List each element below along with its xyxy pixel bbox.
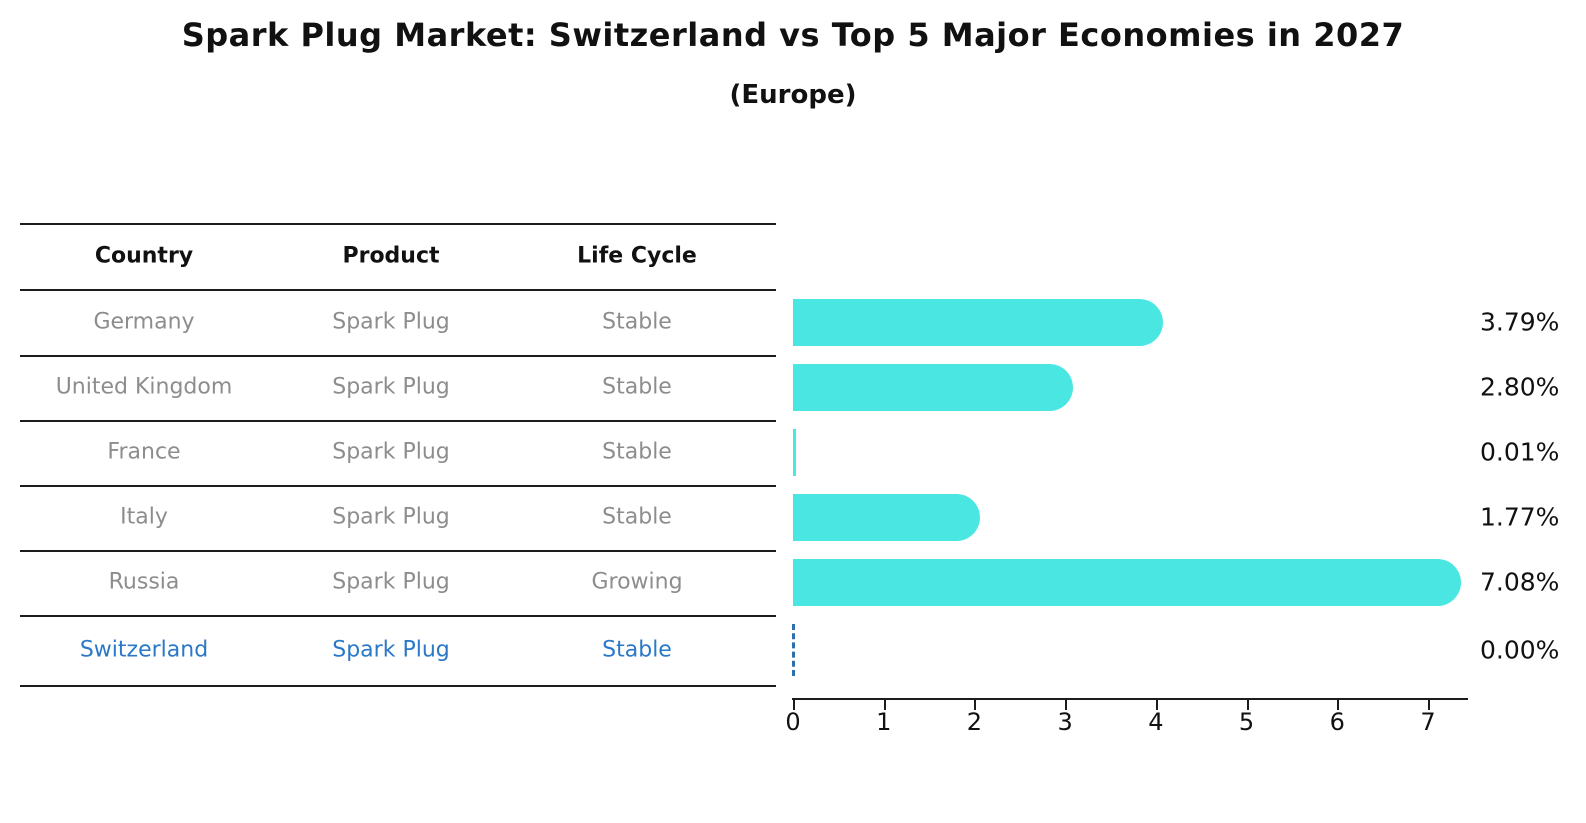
table-rule [20,485,776,487]
cell-product: Spark Plug [332,637,450,663]
x-tick-mark [1246,700,1249,710]
value-label: 2.80% [1480,372,1560,402]
x-tick-mark [974,700,977,710]
column-header-product: Product [342,243,440,269]
x-tick-label: 7 [1420,708,1436,736]
value-label: 1.77% [1480,502,1560,532]
x-tick-label: 3 [1057,708,1073,736]
switzerland-zero-marker [792,624,795,676]
bar [793,493,980,541]
x-tick-label: 2 [966,708,983,736]
table-rule [20,550,776,552]
table-rule [20,685,776,687]
cell-country: Germany [93,309,195,335]
cell-product: Spark Plug [332,569,450,595]
cell-product: Spark Plug [332,309,450,335]
x-tick-label: 4 [1148,708,1164,736]
column-header-country: Country [94,243,194,269]
cell-lifecycle: Stable [602,374,672,400]
cell-country: Switzerland [79,637,209,663]
column-header-lifecycle: Life Cycle [577,243,697,269]
x-tick-mark [1427,700,1430,710]
cell-lifecycle: Growing [591,569,683,595]
x-tick-mark [1155,700,1158,710]
bar [793,428,796,476]
cell-product: Spark Plug [332,374,450,400]
table-rule [20,289,776,291]
value-label: 3.79% [1480,307,1560,337]
value-label: 0.00% [1480,635,1560,665]
cell-lifecycle: Stable [602,637,672,663]
cell-product: Spark Plug [332,439,450,465]
table-rule [20,615,776,617]
x-tick-mark [1337,700,1340,710]
x-tick-label: 5 [1238,708,1255,736]
cell-country: United Kingdom [55,374,233,400]
x-tick-label: 6 [1329,708,1345,736]
x-tick-mark [1065,700,1068,710]
page-subtitle: (Europe) [729,80,857,110]
bar [793,363,1073,411]
table-rule [20,420,776,422]
cell-lifecycle: Stable [602,439,672,465]
cell-lifecycle: Stable [602,309,672,335]
cell-product: Spark Plug [332,504,450,530]
cell-country: Italy [120,504,168,530]
table-rule [20,223,776,225]
bar [793,298,1163,346]
cell-country: Russia [108,569,180,595]
x-tick-mark [883,700,886,710]
x-tick-label: 0 [785,708,801,736]
cell-lifecycle: Stable [602,504,672,530]
x-axis-line [792,698,1468,700]
table-rule [20,355,776,357]
cell-country: France [107,439,181,465]
x-tick-mark [793,700,795,710]
x-tick-label: 1 [876,708,892,736]
value-label: 0.01% [1480,437,1560,467]
value-label: 7.08% [1480,567,1560,597]
page-title: Spark Plug Market: Switzerland vs Top 5 … [181,16,1405,54]
bar [793,558,1462,606]
